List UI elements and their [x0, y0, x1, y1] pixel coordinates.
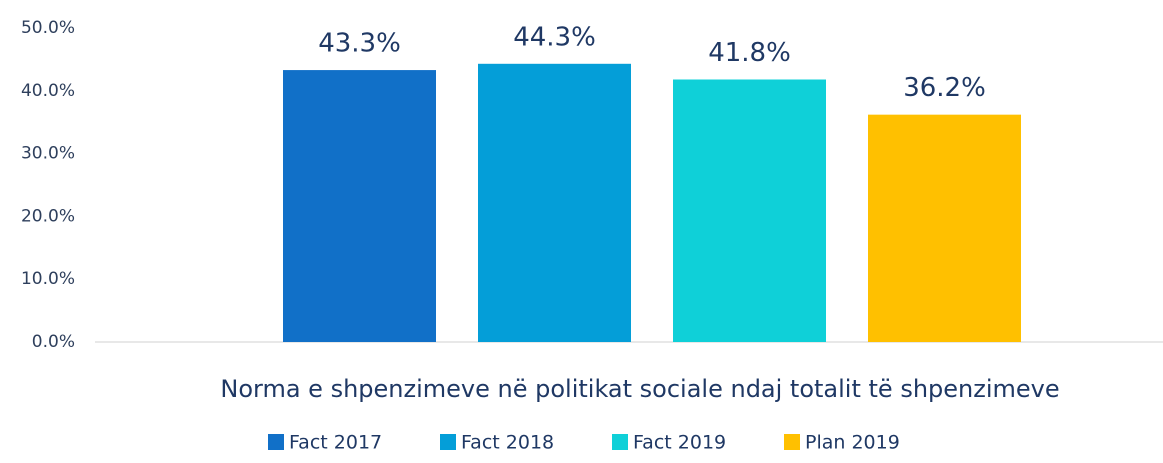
bar — [868, 114, 1021, 342]
value-label: 41.8% — [708, 38, 791, 68]
legend-label: Plan 2019 — [805, 432, 900, 454]
value-label: 43.3% — [318, 29, 401, 59]
legend-label: Fact 2017 — [289, 432, 382, 454]
legend-label: Fact 2019 — [633, 432, 726, 454]
legend-swatch — [612, 434, 628, 450]
value-label: 36.2% — [903, 73, 986, 103]
y-tick-label: 30.0% — [21, 144, 75, 164]
x-tick-label: Norma e shpenzimeve në politikat sociale… — [220, 375, 1059, 403]
legend-swatch — [784, 434, 800, 450]
y-tick-label: 50.0% — [21, 18, 75, 38]
bar — [673, 79, 826, 342]
y-tick-label: 0.0% — [32, 332, 75, 352]
value-label: 44.3% — [513, 22, 596, 52]
bar — [478, 63, 631, 343]
legend-swatch — [440, 434, 456, 450]
legend-label: Fact 2018 — [461, 432, 554, 454]
y-tick-label: 10.0% — [21, 269, 75, 289]
y-tick-label: 20.0% — [21, 206, 75, 226]
bar — [283, 70, 436, 343]
legend-swatch — [268, 434, 284, 450]
y-tick-label: 40.0% — [21, 81, 75, 101]
